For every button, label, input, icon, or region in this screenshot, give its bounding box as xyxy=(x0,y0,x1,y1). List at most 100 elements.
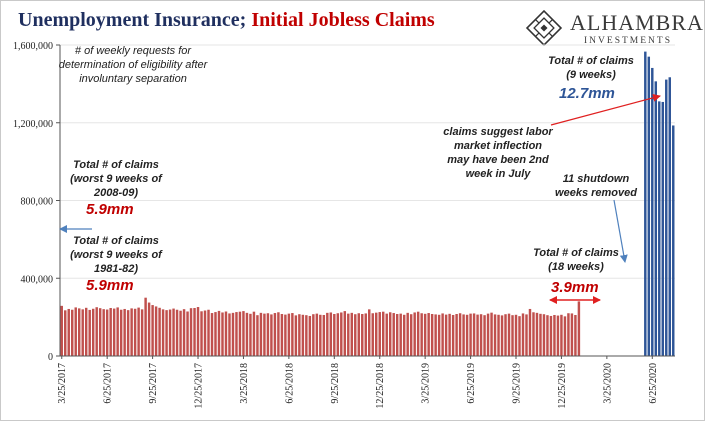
bar-pre xyxy=(507,313,511,356)
bar-pre xyxy=(556,315,560,356)
bar-pre xyxy=(210,313,214,356)
bar-pre xyxy=(88,309,91,356)
bar-pre xyxy=(427,313,430,356)
bar-pre xyxy=(119,309,123,356)
x-tick-label: 3/25/2018 xyxy=(239,363,250,404)
bar-pre xyxy=(375,312,378,356)
bar-pre xyxy=(406,312,409,356)
bar-pre xyxy=(458,313,462,356)
bar-pre xyxy=(144,297,147,356)
chart-gridlines xyxy=(60,44,675,279)
y-tick-label: 1,600,000 xyxy=(13,41,53,52)
bar-pre xyxy=(385,313,388,356)
bar-pre xyxy=(161,309,165,356)
bar-pre xyxy=(172,308,175,356)
bar-pre xyxy=(455,314,458,356)
x-tick-label: 12/25/2018 xyxy=(375,363,386,409)
x-tick-label: 6/25/2018 xyxy=(284,363,295,404)
bar-pre xyxy=(81,309,84,356)
y-tick-labels: 0 400,000 800,000 1,200,000 1,600,000 xyxy=(13,41,53,363)
bar-pre xyxy=(444,314,448,356)
shutdown-arrow xyxy=(613,199,628,263)
bar-pre xyxy=(521,313,525,356)
total-18-weeks-label: Total # of claims (18 weeks) xyxy=(533,247,619,273)
x-tick-label: 6/25/2019 xyxy=(466,363,477,404)
bar-pre xyxy=(514,314,518,356)
shutdown-note: 11 shutdown weeks removed xyxy=(555,173,637,199)
bar-post xyxy=(651,67,654,356)
bar-pre xyxy=(175,309,179,356)
bar-pre xyxy=(500,315,504,356)
bar-pre xyxy=(570,313,574,356)
bar-pre xyxy=(112,308,116,356)
bar-pre xyxy=(266,313,270,356)
y-tick-label: 0 xyxy=(48,352,53,363)
bar-pre xyxy=(200,311,203,356)
bar-pre xyxy=(388,312,392,356)
bar-pre xyxy=(497,314,500,356)
bar-pre xyxy=(486,313,490,356)
bar-pre xyxy=(574,314,577,356)
bar-pre xyxy=(354,314,357,356)
bar-pre xyxy=(392,313,395,356)
bar-pre xyxy=(469,313,472,356)
bar-pre xyxy=(347,313,350,356)
bar-pre xyxy=(259,312,263,356)
bar-pre xyxy=(553,314,556,356)
bar-pre xyxy=(193,307,196,356)
x-tick-label: 9/25/2017 xyxy=(148,363,159,404)
x-tick-label: 3/25/2017 xyxy=(57,363,68,404)
bar-pre xyxy=(437,314,441,356)
x-tick-label: 3/25/2019 xyxy=(421,363,432,404)
worst-2008-label: Total # of claims (worst 9 weeks of 2008… xyxy=(70,159,162,199)
bar-pre xyxy=(221,312,224,356)
bar-pre xyxy=(567,313,570,356)
bar-pre xyxy=(340,312,343,356)
bar-pre xyxy=(539,313,542,356)
bar-pre xyxy=(78,308,81,356)
bar-pre xyxy=(577,301,581,356)
bar-pre xyxy=(343,311,347,356)
bar-pre xyxy=(98,308,102,356)
y-tick-label: 400,000 xyxy=(21,274,54,285)
x-tick-label: 12/25/2019 xyxy=(557,363,568,409)
bar-pre xyxy=(441,313,444,356)
bar-pre xyxy=(420,313,423,356)
bar-pre xyxy=(546,315,549,356)
bar-pre xyxy=(95,307,98,356)
chart-axes xyxy=(56,44,675,359)
bar-pre xyxy=(186,311,189,356)
bar-post xyxy=(654,81,658,356)
bar-pre xyxy=(402,314,406,356)
bar-pre xyxy=(263,313,266,356)
bar-pre xyxy=(483,315,486,356)
annotation-arrows xyxy=(59,93,661,304)
bar-pre xyxy=(368,309,371,356)
logo-subtitle: INVESTMENTS xyxy=(584,36,672,46)
bar-pre xyxy=(549,315,553,356)
bar-pre xyxy=(235,312,238,356)
bar-pre xyxy=(462,314,465,356)
y-tick-label: 1,200,000 xyxy=(13,119,53,130)
bar-pre xyxy=(378,312,381,356)
bar-post xyxy=(658,101,661,357)
bar-pre xyxy=(472,313,476,356)
bar-pre xyxy=(182,309,186,356)
bar-pre xyxy=(322,314,326,356)
logo-brand: ALHAMBRA xyxy=(570,10,704,35)
bar-pre xyxy=(287,313,291,356)
bar-pre xyxy=(277,312,280,356)
bar-pre xyxy=(542,314,546,356)
bar-pre xyxy=(224,311,228,356)
bar-pre xyxy=(84,307,88,356)
definition-note: # of weekly requests for determination o… xyxy=(58,45,208,85)
total-9-weeks-value: 12.7mm xyxy=(559,85,615,102)
bar-pre xyxy=(165,310,168,356)
worst-2008-value: 5.9mm xyxy=(86,201,134,218)
bar-post xyxy=(661,101,664,356)
bar-pre xyxy=(207,309,210,356)
bar-pre xyxy=(465,314,469,356)
bar-pre xyxy=(252,311,256,356)
bar-pre xyxy=(270,314,273,356)
title-part-1: Unemployment Insurance; xyxy=(18,9,247,31)
